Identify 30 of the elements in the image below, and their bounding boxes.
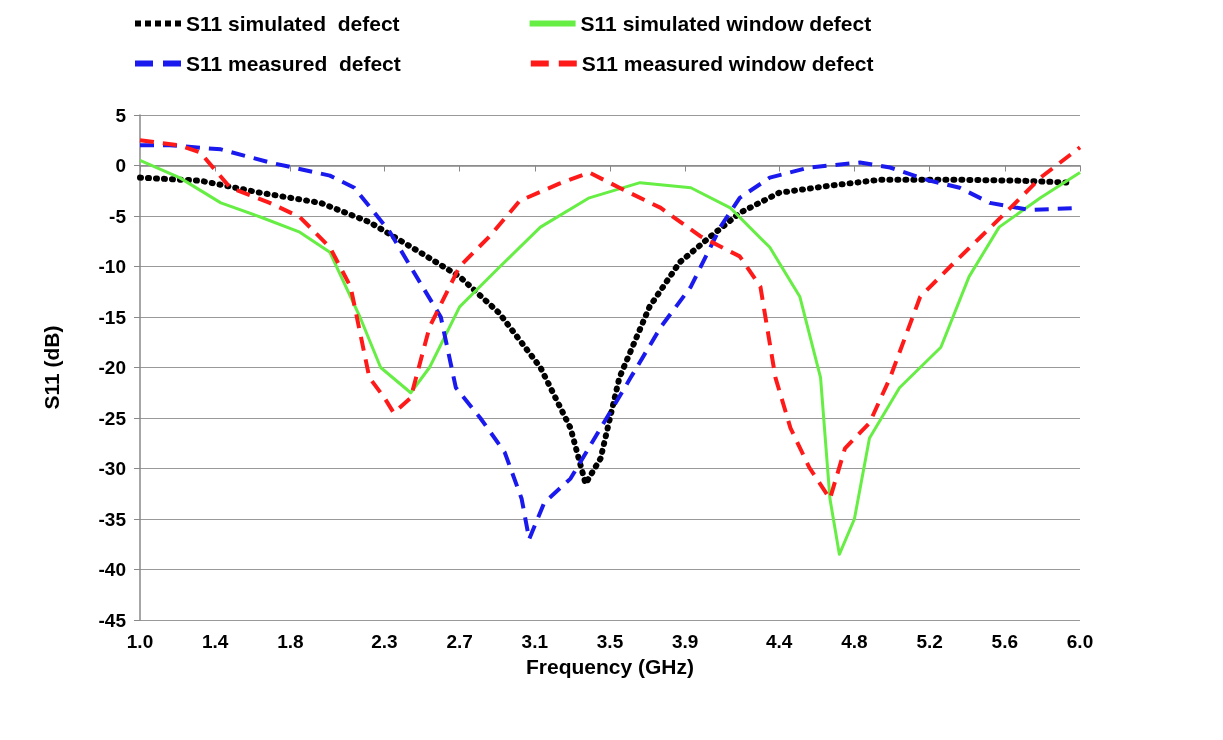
x-tick-label: 4.8 (841, 631, 868, 652)
x-tick-label: 2.3 (371, 631, 398, 652)
y-tick-label: -20 (98, 357, 126, 378)
y-tick-label: 0 (115, 155, 126, 176)
y-tick-label: -25 (98, 407, 127, 429)
x-tick-label: 1.4 (201, 631, 229, 652)
x-tick-label: 6.0 (1066, 631, 1094, 652)
legend-label: S11 simulated window defect (580, 12, 872, 35)
y-tick-label: -10 (98, 256, 126, 277)
x-tick-label: 4.4 (765, 631, 793, 652)
x-tick-label: 3.1 (521, 631, 549, 652)
legend-label: S11 measured defect (186, 52, 401, 75)
y-axis-title: S11 (dB) (40, 325, 63, 410)
y-tick-label: -40 (98, 559, 126, 580)
x-tick-label: 2.7 (446, 631, 473, 652)
y-tick-label: -15 (98, 306, 127, 328)
x-tick-label: 1.0 (126, 631, 154, 652)
y-tick-label: -35 (98, 508, 127, 530)
y-tick-label: 5 (115, 104, 127, 126)
legend-label: S11 simulated defect (186, 12, 400, 35)
y-tick-label: -30 (98, 458, 126, 479)
x-tick-label: 5.6 (991, 631, 1019, 652)
y-tick-label: -5 (109, 205, 127, 227)
y-tick-label: -45 (98, 609, 127, 631)
x-tick-label: 5.2 (916, 631, 943, 652)
x-tick-label: 3.5 (596, 631, 624, 652)
x-tick-label: 3.9 (671, 631, 699, 652)
x-axis-title: Frequency (GHz) (525, 654, 695, 678)
x-tick-label: 1.8 (277, 631, 304, 652)
legend-label: S11 measured window defect (581, 52, 874, 75)
